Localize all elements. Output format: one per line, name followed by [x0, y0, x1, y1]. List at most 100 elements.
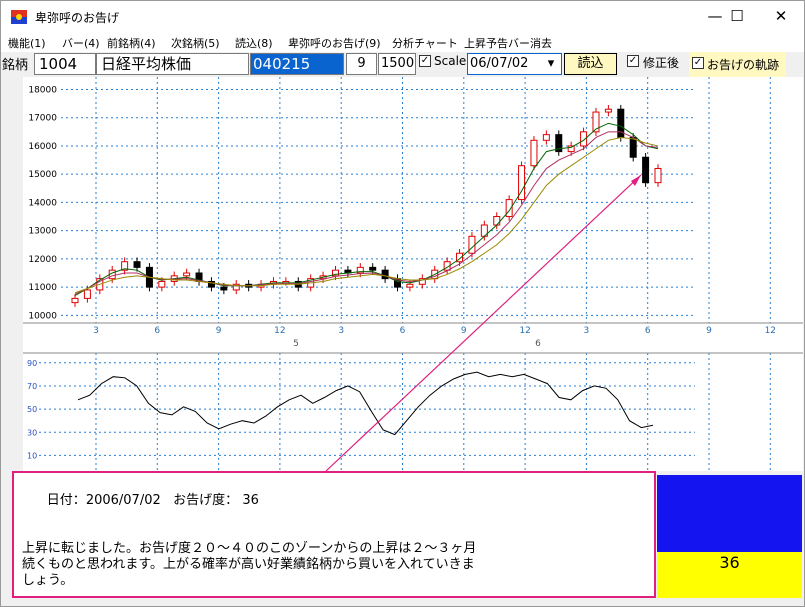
x-tick-label: 6: [400, 326, 406, 336]
candle-body: [207, 280, 215, 288]
x-tick-label: 9: [216, 326, 222, 336]
minimize-button[interactable]: —: [707, 7, 723, 25]
level-value: 36: [242, 493, 259, 508]
menu-next-stock[interactable]: 次銘柄(5): [171, 37, 220, 50]
oracle-level-indicator: 36: [657, 475, 802, 598]
menu-load[interactable]: 読込(8): [235, 37, 273, 50]
close-button[interactable]: ✕: [774, 7, 788, 25]
price-y-tick: 16000: [28, 142, 57, 152]
corrected-checkbox[interactable]: ✓: [627, 55, 639, 67]
candle-body: [580, 131, 588, 147]
time-axis: 3 6 9 12 3 6 9 12 3 6 9 12 5 6: [93, 326, 776, 349]
candle-body: [505, 199, 513, 218]
price-y-tick: 10000: [28, 311, 57, 321]
window-title: 卑弥呼のお告げ: [35, 11, 120, 25]
arrow-head-icon: [631, 175, 641, 186]
trace-toggle[interactable]: ✓ お告げの軌跡: [689, 52, 786, 77]
candle-body: [158, 280, 166, 288]
indicator-value: 36: [657, 552, 802, 598]
x-tick-label: 6: [645, 326, 651, 336]
candle-body: [555, 134, 563, 153]
osc-y-tick: 30: [27, 428, 37, 437]
price-y-tick: 11000: [28, 283, 57, 293]
date-select[interactable]: 06/07/02 ▾: [467, 53, 562, 75]
candle-body: [83, 289, 91, 299]
menu-function[interactable]: 機能(1): [8, 37, 46, 50]
corrected-label: 修正後: [643, 56, 680, 70]
x-tick-label: 12: [765, 326, 776, 336]
candle-body: [369, 266, 377, 271]
candle-body: [232, 283, 240, 291]
x-tick-label: 12: [274, 326, 285, 336]
price-y-tick: 18000: [28, 85, 57, 95]
menu-analysis-chart[interactable]: 分析チャート: [392, 37, 458, 50]
oracle-trace-arrow: [325, 174, 642, 471]
candle-body: [220, 286, 228, 291]
candle-body: [121, 261, 129, 271]
candle-body: [542, 134, 550, 141]
oracle-message-panel: 日付：2006/07/02 お告げ度： 36 上昇に転じました。お告げ度２０～４…: [12, 471, 656, 598]
scale-label: Scale: [434, 54, 467, 68]
candle-body: [331, 269, 339, 277]
menu-bar-item[interactable]: バー(4): [62, 37, 100, 50]
candle-body: [468, 235, 476, 254]
moving-averages: [74, 122, 659, 297]
x-tick-label: 9: [461, 326, 467, 336]
oscillator-grid: [39, 362, 695, 456]
indicator-gauge: [657, 475, 802, 552]
osc-y-tick: 50: [27, 405, 37, 414]
candle-body: [518, 165, 526, 201]
bar-count-field[interactable]: 1500: [378, 53, 416, 75]
price-candles: [71, 105, 662, 307]
app-icon: [11, 10, 27, 24]
oscillator-line: [77, 371, 654, 436]
menu-prev-stock[interactable]: 前銘柄(4): [107, 37, 156, 50]
bar-width-field[interactable]: 9: [346, 53, 377, 75]
maximize-button[interactable]: ☐: [730, 7, 744, 25]
date-label: 日付：: [46, 493, 86, 508]
price-grid: [61, 77, 771, 471]
level-label: お告げ度：: [173, 493, 239, 508]
candle-body: [406, 283, 414, 288]
trace-checkbox[interactable]: ✓: [692, 57, 704, 69]
stock-code-field[interactable]: 1004: [34, 53, 96, 75]
price-y-tick: 17000: [28, 114, 57, 124]
date-value: 2006/07/02: [85, 493, 161, 508]
chevron-down-icon[interactable]: ▾: [547, 56, 555, 71]
osc-y-tick: 10: [27, 451, 37, 460]
candle-body: [493, 216, 501, 226]
oracle-message-body: 上昇に転じました。お告げ度２０～４０のこのゾーンからの上昇は２～３ヶ月 続くもの…: [22, 541, 477, 588]
toolbar: 銘柄 1004 日経平均株価 040215 9 1500 ✓ Scale 06/…: [1, 52, 804, 77]
price-y-tick: 15000: [28, 170, 57, 180]
menu-clear-rise-bar[interactable]: 上昇予告バー消去: [464, 37, 552, 50]
price-y-tick: 13000: [28, 227, 57, 237]
candle-body: [592, 111, 600, 133]
moving-average-line: [74, 131, 659, 295]
x-tick-label: 3: [338, 326, 344, 336]
osc-y-tick: 70: [27, 382, 37, 391]
scale-checkbox[interactable]: ✓: [419, 55, 431, 67]
price-y-tick: 14000: [28, 198, 57, 208]
x-group-label: 5: [293, 339, 299, 349]
x-tick-label: 9: [706, 326, 712, 336]
candle-body: [642, 156, 650, 184]
moving-average-line: [74, 136, 659, 294]
trace-label: お告げの軌跡: [707, 58, 780, 72]
x-tick-label: 12: [519, 326, 530, 336]
load-button[interactable]: 読込: [564, 53, 617, 75]
candle-body: [567, 145, 575, 153]
candle-body: [456, 252, 464, 263]
x-tick-label: 3: [584, 326, 590, 336]
menu-bar: 機能(1) バー(4) 前銘柄(4) 次銘柄(5) 読込(8) 卑弥呼のお告げ(…: [1, 33, 804, 52]
title-bar: 卑弥呼のお告げ — ☐ ✕: [1, 1, 804, 33]
chart-area: 10000 11000 12000 13000 14000 15000 16000 17000…: [23, 77, 803, 471]
menu-himiko-oracle[interactable]: 卑弥呼のお告げ(9): [288, 37, 381, 50]
candle-body: [133, 261, 141, 268]
start-date-field[interactable]: 040215: [250, 53, 344, 75]
candle-body: [418, 278, 426, 285]
x-tick-label: 3: [93, 326, 99, 336]
x-group-label: 6: [535, 339, 541, 349]
candle-body: [381, 269, 389, 280]
stock-name-field[interactable]: 日経平均株価: [96, 53, 249, 75]
